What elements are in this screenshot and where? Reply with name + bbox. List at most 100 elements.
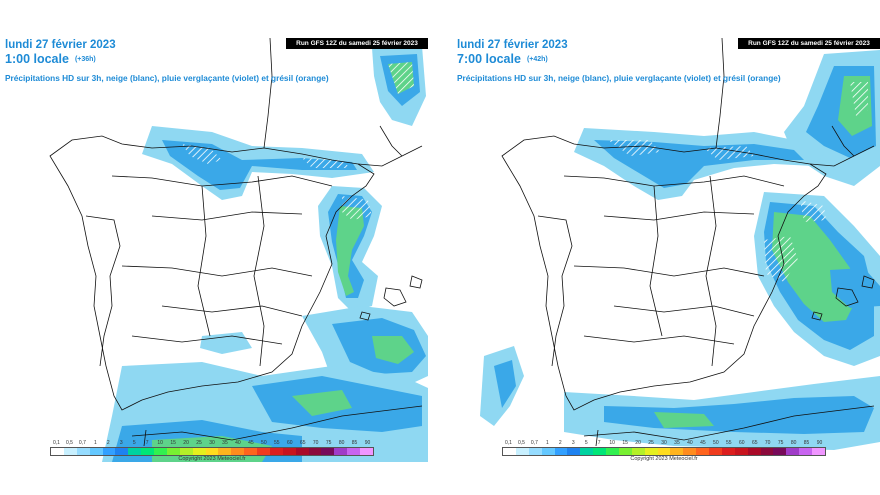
scale-swatch (51, 448, 64, 455)
scale-swatch (244, 448, 257, 455)
scale-swatch (102, 448, 116, 455)
scale-label: 75 (777, 440, 784, 446)
forecast-date: lundi 27 février 2023 (457, 39, 568, 51)
scale-bar (502, 447, 826, 456)
scale-label: 30 (661, 440, 667, 446)
scale-swatch (205, 448, 219, 455)
scale-label: 70 (764, 440, 771, 446)
scale-label: 50 (261, 440, 267, 446)
scale-swatch (218, 448, 232, 455)
copyright: Copyright 2023 Meteociel.fr (178, 456, 246, 462)
scale-label: 20 (183, 440, 189, 446)
scale-swatch (192, 448, 206, 455)
precipitation-map-left (49, 37, 428, 462)
scale-label: 15 (170, 440, 176, 446)
scale-swatch (63, 448, 77, 455)
scale-label: 5 (584, 440, 588, 446)
scale-label: 85 (803, 440, 810, 446)
scale-label: 1 (545, 440, 549, 446)
scale-label: 3 (571, 440, 575, 446)
scale-label: 0,5 (517, 440, 525, 446)
scale-label: 60 (286, 440, 293, 446)
run-banner: Run GFS 12Z du samedi 25 février 2023 (286, 38, 428, 49)
forecast-time-line: 7:00 locale (+42h) (457, 52, 548, 66)
scale-label: 90 (364, 440, 371, 446)
precipitation-map-right (480, 37, 880, 450)
scale-swatch (166, 448, 180, 455)
forecast-date: lundi 27 février 2023 (5, 39, 116, 51)
scale-swatch (295, 448, 309, 455)
scale-swatch (696, 448, 709, 455)
scale-label: 55 (726, 440, 732, 446)
scale-label: 5 (132, 440, 136, 446)
scale-label: 40 (235, 440, 241, 446)
copyright: Copyright 2023 Meteociel.fr (630, 456, 698, 462)
scale-swatch (606, 448, 619, 455)
scale-label: 70 (312, 440, 319, 446)
scale-label: 7 (145, 440, 149, 446)
scale-swatch (593, 448, 606, 455)
scale-label: 30 (209, 440, 215, 446)
forecast-map-panel-left: Run GFS 12Z du samedi 25 février 2023 lu… (2, 36, 428, 462)
coastline-borders (501, 37, 875, 447)
scale-label: 1 (93, 440, 97, 446)
scale-swatch (503, 448, 516, 455)
scale-swatch (812, 448, 825, 455)
precipitation-layer (102, 46, 428, 462)
scale-bar (50, 447, 374, 456)
scale-label: 0,1 (52, 440, 60, 446)
scale-label: 35 (674, 440, 680, 446)
scale-swatch (347, 448, 360, 455)
scale-label: 10 (157, 440, 163, 446)
precipitation-layer (480, 50, 880, 450)
scale-swatch (618, 448, 632, 455)
scale-swatch (644, 448, 658, 455)
scale-swatch (179, 448, 193, 455)
forecast-time-line: 1:00 locale (+36h) (5, 52, 96, 66)
scale-swatch (709, 448, 722, 455)
scale-label: 90 (816, 440, 823, 446)
scale-label: 80 (338, 440, 345, 446)
map-subtitle: Précipitations HD sur 3h, neige (blanc),… (457, 73, 781, 83)
scale-swatch (282, 448, 296, 455)
scale-label: 0,7 (78, 440, 86, 446)
scale-swatch (269, 448, 283, 455)
scale-swatch (89, 448, 103, 455)
scale-swatch (799, 448, 812, 455)
scale-swatch (683, 448, 697, 455)
scale-label: 3 (119, 440, 123, 446)
scale-swatch (321, 448, 335, 455)
scale-swatch (657, 448, 671, 455)
scale-label: 0,7 (530, 440, 538, 446)
scale-label: 0,1 (504, 440, 512, 446)
scale-label: 20 (635, 440, 641, 446)
scale-label: 55 (274, 440, 280, 446)
forecast-offset: (+42h) (526, 56, 548, 63)
scale-swatch (515, 448, 529, 455)
scale-swatch (257, 448, 270, 455)
forecast-offset: (+36h) (74, 56, 96, 63)
scale-label: 75 (325, 440, 332, 446)
scale-swatch (760, 448, 774, 455)
precipitation-scale: 0,1 0,5 0,7 1 2 3 5 7 10 15 20 25 30 35 40 45 50 55 60 65 70… (50, 440, 374, 462)
scale-label: 65 (299, 440, 306, 446)
scale-swatch (115, 448, 129, 455)
scale-swatch (231, 448, 245, 455)
scale-label: 35 (222, 440, 228, 446)
scale-swatch (773, 448, 787, 455)
scale-label: 0,5 (65, 440, 73, 446)
scale-swatch (747, 448, 761, 455)
scale-label: 50 (713, 440, 719, 446)
scale-label: 60 (738, 440, 745, 446)
scale-swatch (631, 448, 645, 455)
scale-label: 45 (248, 440, 254, 446)
forecast-time: 1:00 locale (5, 52, 69, 66)
scale-swatch (567, 448, 581, 455)
scale-label: 2 (558, 440, 562, 446)
scale-label: 45 (700, 440, 706, 446)
scale-swatch (721, 448, 735, 455)
precipitation-scale: 0,1 0,5 0,7 1 2 3 5 7 10 15 20 25 30 35 40 45 50 55 60 65 70… (502, 440, 826, 462)
scale-swatch (554, 448, 568, 455)
scale-swatch (734, 448, 748, 455)
map-subtitle: Précipitations HD sur 3h, neige (blanc),… (5, 73, 329, 83)
